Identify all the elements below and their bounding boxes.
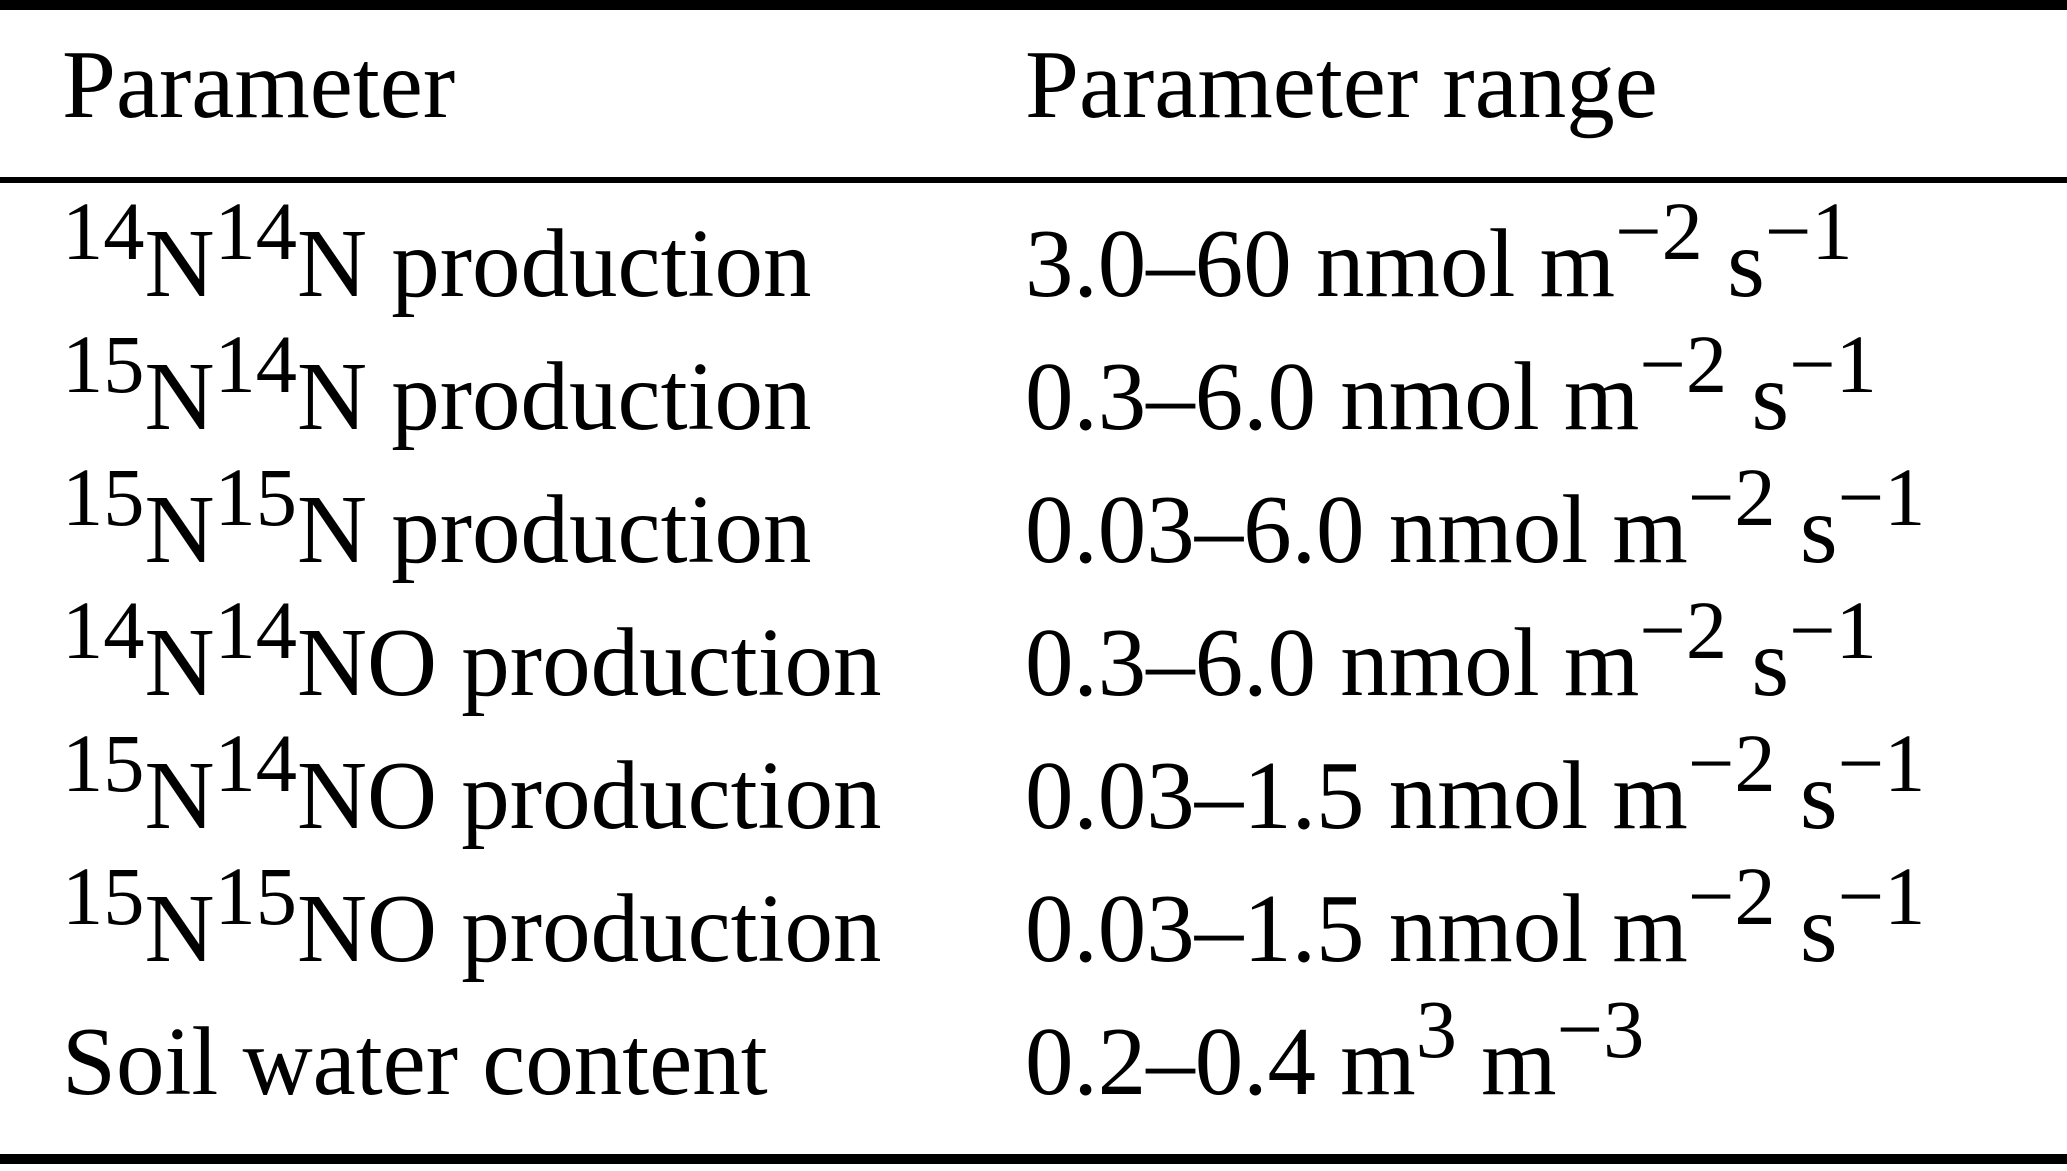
superscript: −1: [1837, 451, 1926, 543]
table-row: 15N14NO production 0.03–1.5 nmol m−2 s−1: [0, 722, 2067, 862]
column-header-parameter-range: Parameter range: [963, 5, 2067, 183]
range-cell: 3.0–60 nmol m−2 s−1: [963, 180, 2067, 330]
text-run: 0.03–6.0 nmol m: [1025, 476, 1688, 583]
table-row: 15N15N production 0.03–6.0 nmol m−2 s−1: [0, 456, 2067, 596]
table-header: Parameter Parameter range: [0, 5, 2067, 183]
text-run: N production: [296, 343, 812, 450]
table-row: 14N14NO production 0.3–6.0 nmol m−2 s−1: [0, 589, 2067, 729]
superscript: 15: [214, 850, 297, 942]
range-cell: 0.2–0.4 m3 m−3: [963, 988, 2067, 1159]
parameter-cell: 15N14NO production: [0, 722, 963, 862]
text-run: NO production: [296, 609, 882, 716]
superscript: 14: [62, 584, 145, 676]
text-run: s: [1775, 742, 1838, 849]
superscript: −1: [1837, 717, 1926, 809]
parameter-cell: Soil water content: [0, 995, 963, 1159]
superscript: −2: [1687, 850, 1776, 942]
text-run: N: [144, 609, 215, 716]
superscript: −1: [1789, 318, 1877, 410]
range-cell: 0.03–6.0 nmol m−2 s−1: [963, 456, 2067, 596]
text-run: NO production: [296, 875, 882, 982]
superscript: −2: [1615, 185, 1703, 277]
text-run: s: [1775, 476, 1838, 583]
table-body: 14N14N production 3.0–60 nmol m−2 s−1 15…: [0, 180, 2067, 1159]
superscript: 14: [62, 185, 145, 277]
superscript: −1: [1837, 850, 1926, 942]
text-run: m: [1456, 1008, 1557, 1115]
text-run: N production: [296, 476, 812, 583]
text-run: 0.3–6.0 nmol m: [1025, 609, 1640, 716]
range-cell: 0.3–6.0 nmol m−2 s−1: [963, 589, 2067, 729]
superscript: −2: [1687, 717, 1776, 809]
table-row: Soil water content 0.2–0.4 m3 m−3: [0, 988, 2067, 1159]
superscript: −2: [1639, 584, 1728, 676]
parameter-cell: 15N14N production: [0, 323, 963, 463]
superscript: 15: [62, 717, 145, 809]
text-run: 0.03–1.5 nmol m: [1025, 875, 1688, 982]
superscript: −3: [1556, 983, 1645, 1075]
text-run: 0.2–0.4 m: [1025, 1008, 1416, 1115]
parameter-cell: 14N14N production: [0, 180, 963, 330]
header-row: Parameter Parameter range: [0, 5, 2067, 183]
superscript: −2: [1687, 451, 1776, 543]
text-run: Soil water content: [62, 1008, 768, 1115]
superscript: −2: [1639, 318, 1728, 410]
range-cell: 0.03–1.5 nmol m−2 s−1: [963, 722, 2067, 862]
text-run: s: [1727, 609, 1790, 716]
text-run: 3.0–60 nmol m: [1025, 210, 1616, 317]
superscript: 3: [1415, 983, 1457, 1075]
column-header-parameter: Parameter: [0, 5, 963, 183]
parameter-cell: 15N15N production: [0, 456, 963, 596]
text-run: N: [144, 210, 215, 317]
superscript: −1: [1764, 185, 1853, 277]
text-run: NO production: [296, 742, 882, 849]
superscript: −1: [1789, 584, 1877, 676]
superscript: 15: [62, 451, 145, 543]
text-run: s: [1775, 875, 1838, 982]
superscript: 15: [214, 451, 297, 543]
text-run: s: [1727, 343, 1790, 450]
superscript: 15: [62, 850, 145, 942]
superscript: 14: [214, 185, 297, 277]
table-row: 15N15NO production 0.03–1.5 nmol m−2 s−1: [0, 855, 2067, 995]
range-cell: 0.3–6.0 nmol m−2 s−1: [963, 323, 2067, 463]
superscript: 14: [214, 717, 297, 809]
superscript: 15: [62, 318, 145, 410]
text-run: N production: [296, 210, 812, 317]
parameter-cell: 15N15NO production: [0, 855, 963, 995]
text-run: s: [1702, 210, 1765, 317]
text-run: N: [144, 476, 215, 583]
text-run: 0.03–1.5 nmol m: [1025, 742, 1688, 849]
range-cell: 0.03–1.5 nmol m−2 s−1: [963, 855, 2067, 995]
table-row: 15N14N production 0.3–6.0 nmol m−2 s−1: [0, 323, 2067, 463]
text-run: N: [144, 343, 215, 450]
parameter-cell: 14N14NO production: [0, 589, 963, 729]
text-run: 0.3–6.0 nmol m: [1025, 343, 1640, 450]
table-row: 14N14N production 3.0–60 nmol m−2 s−1: [0, 180, 2067, 330]
superscript: 14: [214, 318, 297, 410]
text-run: N: [144, 875, 215, 982]
superscript: 14: [214, 584, 297, 676]
text-run: N: [144, 742, 215, 849]
